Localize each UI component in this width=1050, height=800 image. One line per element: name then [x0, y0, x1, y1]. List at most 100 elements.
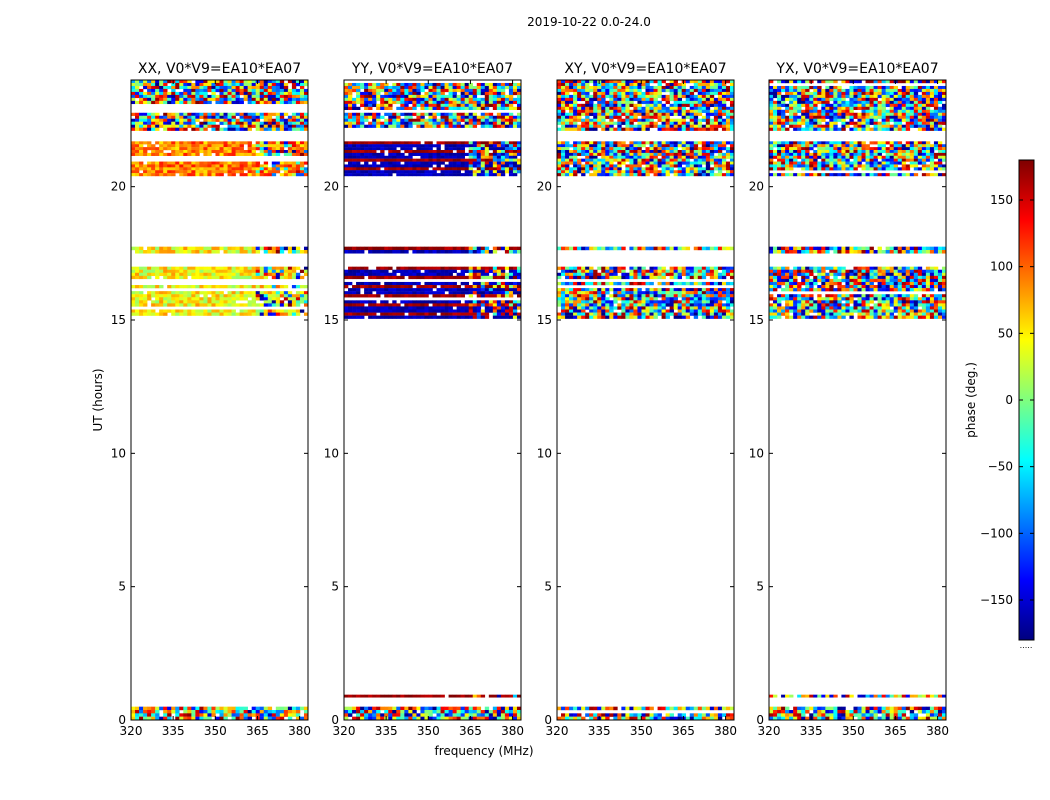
heatmap-cell [344, 173, 349, 177]
heatmap-cell [456, 147, 461, 151]
heatmap-cell [376, 88, 381, 93]
heatmap-cell [577, 246, 582, 251]
heatmap-cell [219, 85, 224, 90]
heatmap-cell [440, 91, 445, 96]
heatmap-cell [135, 266, 140, 270]
heatmap-cell [492, 303, 498, 307]
heatmap-cell [669, 158, 674, 162]
heatmap-cell [203, 300, 208, 304]
heatmap-cell [219, 141, 224, 145]
heatmap-cell [424, 161, 429, 165]
heatmap-cell [464, 124, 469, 128]
heatmap-cell [464, 269, 469, 273]
heatmap-cell [179, 94, 184, 99]
heatmap-cell [368, 167, 373, 171]
heatmap-cell [376, 106, 381, 110]
heatmap-cell [135, 121, 140, 125]
heatmap-cell [613, 141, 618, 145]
heatmap-cell [143, 250, 148, 254]
heatmap-cell [392, 141, 397, 145]
heatmap-cell [384, 250, 389, 254]
heatmap-cell [299, 82, 305, 87]
heatmap-cell [251, 115, 256, 119]
heatmap-cell [191, 141, 196, 145]
heatmap-cell [247, 85, 252, 90]
heatmap-cell [504, 155, 510, 159]
heatmap-cell [577, 706, 582, 711]
heatmap-cell [468, 170, 474, 174]
heatmap-cell [364, 141, 369, 145]
heatmap-cell [183, 100, 188, 105]
heatmap-cell [677, 288, 682, 292]
heatmap-cell [484, 315, 490, 319]
heatmap-cell [565, 150, 570, 154]
heatmap-cell [155, 167, 160, 171]
heatmap-cell [131, 127, 136, 131]
heatmap-cell [440, 158, 445, 162]
heatmap-cell [295, 300, 301, 304]
heatmap-cell [444, 303, 449, 307]
heatmap-cell [597, 297, 602, 301]
heatmap-cell [709, 312, 715, 316]
heatmap-cell [155, 173, 160, 177]
heatmap-cell [432, 294, 437, 298]
heatmap-cell [713, 315, 719, 319]
heatmap-cell [356, 250, 361, 254]
heatmap-cell [211, 713, 216, 717]
heatmap-cell [175, 303, 180, 307]
heatmap-cell [512, 97, 518, 102]
heatmap-cell [287, 269, 293, 273]
heatmap-cell [179, 97, 184, 102]
heatmap-cell [251, 124, 256, 128]
heatmap-cell [573, 141, 578, 145]
heatmap-cell [151, 312, 156, 316]
heatmap-cell [344, 269, 349, 273]
heatmap-cell [203, 80, 208, 84]
heatmap-cell [163, 291, 168, 295]
heatmap-cell [191, 100, 196, 105]
heatmap-cell [508, 144, 514, 148]
heatmap-cell [203, 97, 208, 102]
heatmap-cell [460, 272, 465, 277]
heatmap-cell [219, 167, 224, 171]
heatmap-cell [239, 312, 244, 316]
heatmap-cell [725, 152, 731, 156]
heatmap-cell [416, 291, 421, 295]
heatmap-cell [195, 144, 200, 148]
heatmap-cell [400, 269, 405, 273]
heatmap-cell [376, 250, 381, 254]
heatmap-cell [665, 269, 670, 273]
heatmap-cell [179, 147, 184, 151]
heatmap-cell [569, 306, 574, 310]
heatmap-cell [131, 124, 136, 128]
heatmap-cell [480, 281, 486, 286]
heatmap-cell [512, 309, 518, 313]
heatmap-cell [713, 275, 719, 280]
heatmap-cell [227, 141, 232, 145]
heatmap-cell [259, 124, 265, 128]
heatmap-cell [492, 161, 498, 165]
heatmap-cell [500, 285, 506, 289]
heatmap-cell [492, 118, 498, 122]
heatmap-cell [653, 315, 658, 319]
heatmap-cell [211, 706, 216, 711]
heatmap-cell [448, 167, 453, 171]
heatmap-cell [661, 312, 666, 316]
heatmap-cell [661, 141, 666, 145]
heatmap-cell [131, 173, 136, 177]
heatmap-cell [195, 300, 200, 304]
heatmap-cell [645, 297, 650, 301]
heatmap-cell [677, 155, 682, 159]
heatmap-cell [151, 144, 156, 148]
heatmap-cell [400, 294, 405, 298]
heatmap-cell [669, 164, 674, 168]
heatmap-cell [143, 152, 148, 156]
heatmap-cell [400, 97, 405, 102]
heatmap-cell [179, 82, 184, 87]
heatmap-cell [617, 170, 622, 174]
heatmap-cell [557, 246, 562, 251]
heatmap-cell [271, 170, 277, 174]
heatmap-cell [207, 141, 212, 145]
heatmap-cell [159, 147, 164, 151]
heatmap-cell [444, 144, 449, 148]
